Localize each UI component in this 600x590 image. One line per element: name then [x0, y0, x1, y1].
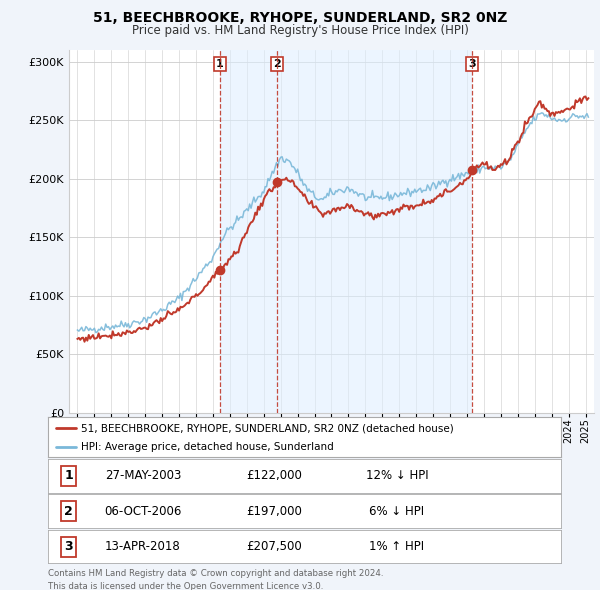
Text: 12% ↓ HPI: 12% ↓ HPI [365, 469, 428, 483]
Text: HPI: Average price, detached house, Sunderland: HPI: Average price, detached house, Sund… [82, 442, 334, 452]
Bar [277, 50, 472, 413]
Text: £122,000: £122,000 [246, 469, 302, 483]
Text: 1: 1 [216, 59, 224, 69]
Text: Contains HM Land Registry data © Crown copyright and database right 2024.: Contains HM Land Registry data © Crown c… [48, 569, 383, 578]
Text: 6% ↓ HPI: 6% ↓ HPI [369, 504, 424, 518]
Text: Price paid vs. HM Land Registry's House Price Index (HPI): Price paid vs. HM Land Registry's House … [131, 24, 469, 37]
Text: 51, BEECHBROOKE, RYHOPE, SUNDERLAND, SR2 0NZ (detached house): 51, BEECHBROOKE, RYHOPE, SUNDERLAND, SR2… [82, 424, 454, 434]
Text: 3: 3 [64, 540, 73, 553]
Text: 06-OCT-2006: 06-OCT-2006 [104, 504, 182, 518]
Text: £197,000: £197,000 [246, 504, 302, 518]
Text: 13-APR-2018: 13-APR-2018 [105, 540, 181, 553]
Text: 51, BEECHBROOKE, RYHOPE, SUNDERLAND, SR2 0NZ: 51, BEECHBROOKE, RYHOPE, SUNDERLAND, SR2… [93, 11, 507, 25]
Text: 2: 2 [64, 504, 73, 518]
Text: 1: 1 [64, 469, 73, 483]
Text: 1% ↑ HPI: 1% ↑ HPI [369, 540, 424, 553]
Text: 27-MAY-2003: 27-MAY-2003 [105, 469, 181, 483]
Text: 3: 3 [468, 59, 476, 69]
Text: 2: 2 [273, 59, 281, 69]
Bar [220, 50, 277, 413]
Text: £207,500: £207,500 [246, 540, 302, 553]
Text: This data is licensed under the Open Government Licence v3.0.: This data is licensed under the Open Gov… [48, 582, 323, 590]
